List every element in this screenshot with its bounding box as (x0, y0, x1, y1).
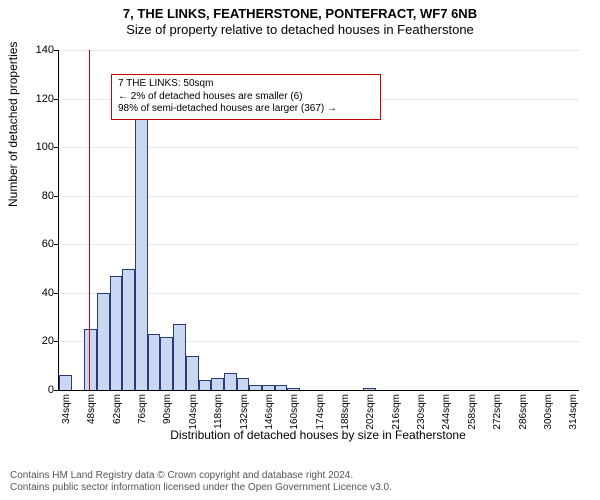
histogram-bar (122, 269, 135, 390)
x-axis-label: Distribution of detached houses by size … (58, 428, 578, 442)
chart-title-line1: 7, THE LINKS, FEATHERSTONE, PONTEFRACT, … (0, 6, 600, 22)
x-tick-label: 188sqm (340, 394, 351, 430)
annotation-line: ← 2% of detached houses are smaller (6) (118, 91, 374, 104)
x-tick-label: 118sqm (213, 394, 224, 429)
histogram-bar (97, 293, 110, 390)
histogram-bar (199, 380, 212, 390)
y-tick-label: 0 (30, 384, 54, 396)
x-tick-label: 286sqm (518, 394, 529, 430)
x-tick-label: 244sqm (441, 394, 452, 430)
histogram-bar (363, 388, 376, 390)
annotation-box: 7 THE LINKS: 50sqm← 2% of detached house… (111, 74, 381, 120)
y-tick-label: 80 (30, 190, 54, 202)
footer-attribution: Contains HM Land Registry data © Crown c… (10, 470, 392, 494)
histogram-bar (110, 276, 123, 390)
y-tick-label: 20 (30, 335, 54, 347)
y-tick-label: 140 (30, 44, 54, 56)
x-tick-label: 76sqm (137, 394, 148, 424)
chart-title-line2: Size of property relative to detached ho… (0, 22, 600, 38)
annotation-line: 7 THE LINKS: 50sqm (118, 78, 374, 91)
x-tick-label: 104sqm (188, 394, 199, 430)
histogram-bar (173, 324, 186, 390)
histogram-bar (249, 385, 262, 390)
gridline (59, 50, 579, 51)
histogram-bar (287, 388, 300, 390)
footer-line1: Contains HM Land Registry data © Crown c… (10, 470, 392, 482)
chart-container: Number of detached properties 0 20 40 60 80 1… (0, 44, 600, 444)
histogram-bar (262, 385, 275, 390)
x-tick-label: 230sqm (416, 394, 427, 430)
histogram-bar (211, 378, 224, 390)
x-tick-label: 48sqm (86, 394, 97, 424)
x-tick-label: 258sqm (467, 394, 478, 430)
histogram-bar (148, 334, 161, 390)
x-tick-label: 314sqm (568, 394, 579, 430)
x-tick-label: 272sqm (492, 394, 503, 430)
histogram-bar (275, 385, 288, 390)
histogram-bar (59, 375, 72, 390)
reference-line (89, 50, 90, 390)
histogram-bar (237, 378, 250, 390)
x-tick-label: 34sqm (61, 394, 72, 424)
x-tick-label: 216sqm (391, 394, 402, 430)
x-tick-label: 300sqm (543, 394, 554, 430)
y-tick-label: 40 (30, 287, 54, 299)
x-tick-label: 202sqm (365, 394, 376, 430)
x-tick-label: 62sqm (112, 394, 123, 424)
x-tick-label: 174sqm (315, 394, 326, 430)
x-tick-label: 90sqm (162, 394, 173, 424)
y-tick-label: 100 (30, 141, 54, 153)
histogram-bar (186, 356, 199, 390)
annotation-line: 98% of semi-detached houses are larger (… (118, 103, 374, 116)
histogram-bar (84, 329, 97, 390)
histogram-bar (224, 373, 237, 390)
histogram-bar (135, 103, 148, 390)
y-axis-label: Number of detached properties (6, 42, 20, 207)
x-tick-label: 146sqm (264, 394, 275, 430)
histogram-bar (160, 337, 173, 390)
footer-line2: Contains public sector information licen… (10, 482, 392, 494)
plot-area: 7 THE LINKS: 50sqm← 2% of detached house… (58, 50, 579, 391)
y-tick-label: 120 (30, 93, 54, 105)
chart-title-block: 7, THE LINKS, FEATHERSTONE, PONTEFRACT, … (0, 0, 600, 39)
x-tick-label: 160sqm (289, 394, 300, 430)
y-tick-label: 60 (30, 238, 54, 250)
x-tick-label: 132sqm (239, 394, 250, 430)
